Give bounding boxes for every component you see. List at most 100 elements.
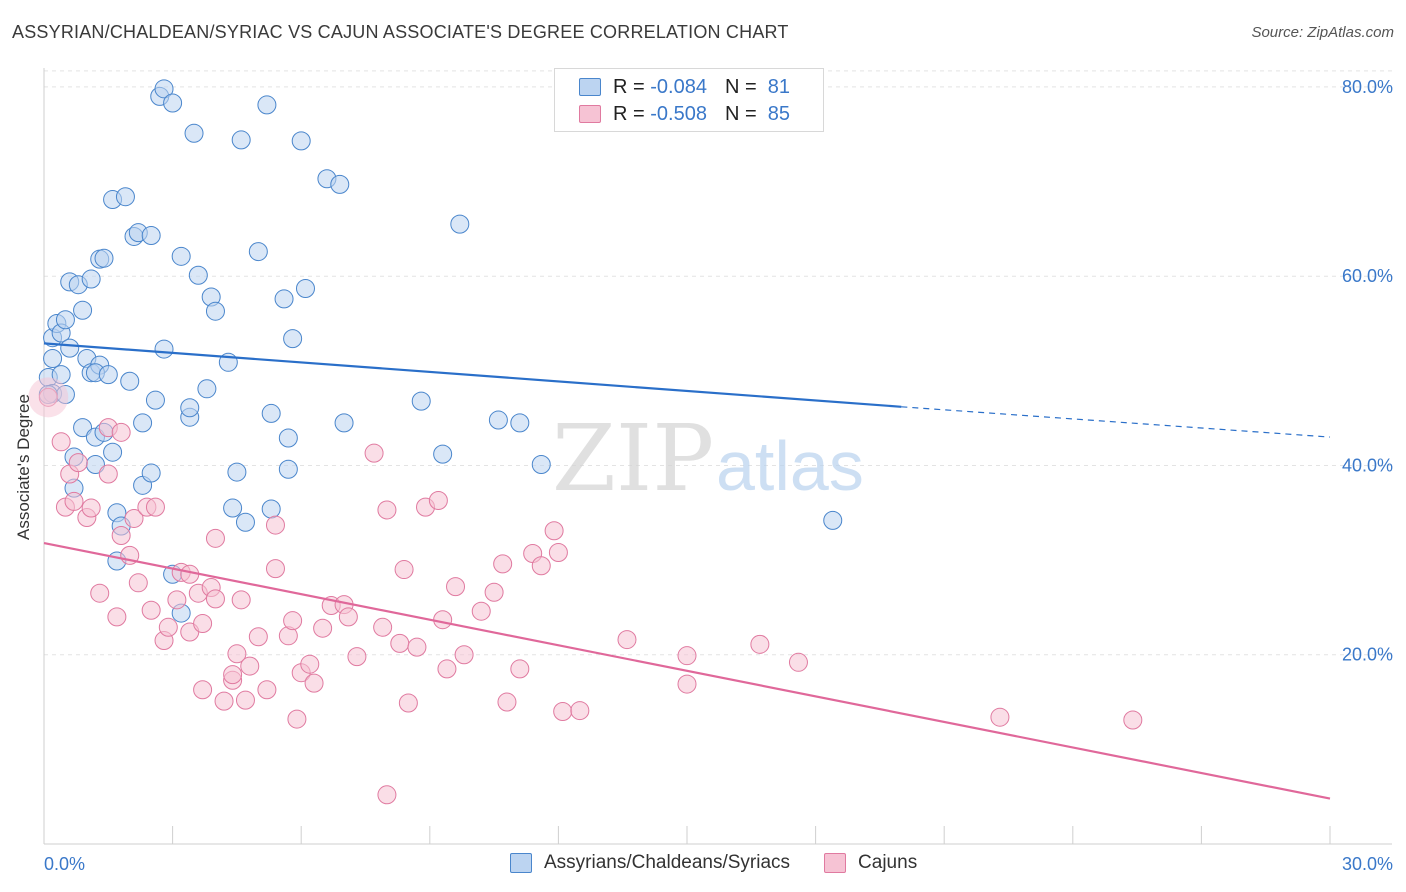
point-cajun xyxy=(510,659,530,679)
legend-r-label: R = xyxy=(613,102,645,125)
point-cajun xyxy=(51,432,71,452)
bottom-legend-label-1: Assyrians/Chaldeans/Syriacs xyxy=(544,852,791,873)
point-cajun xyxy=(677,646,697,666)
point-cajun xyxy=(158,617,178,637)
point-assyrian xyxy=(188,265,208,285)
point-cajun xyxy=(484,582,504,602)
trend-line-cajun xyxy=(43,541,1331,800)
point-assyrian xyxy=(223,498,243,518)
point-assyrian xyxy=(823,510,843,530)
bottom-legend-item-1: Assyrians/Chaldeans/Syriacs xyxy=(510,852,790,874)
point-cajun xyxy=(68,453,88,473)
point-assyrian xyxy=(411,391,431,411)
point-assyrian xyxy=(94,248,114,268)
point-cajun xyxy=(304,673,324,693)
grid-lines xyxy=(44,70,1392,656)
point-cajun xyxy=(377,785,397,805)
point-cajun xyxy=(407,637,427,657)
legend-r-label: R = xyxy=(613,75,645,98)
point-cajun xyxy=(98,464,118,484)
point-cajun xyxy=(287,709,307,729)
point-assyrian xyxy=(120,371,140,391)
point-assyrian xyxy=(55,310,75,330)
point-assyrian xyxy=(257,95,277,115)
legend-swatch-pink xyxy=(579,105,601,123)
point-assyrian xyxy=(274,289,294,309)
point-cajun xyxy=(240,656,260,676)
point-cajun xyxy=(265,559,285,579)
point-cajun xyxy=(497,692,517,712)
point-assyrian xyxy=(205,301,225,321)
point-assyrian xyxy=(334,413,354,433)
point-cajun xyxy=(257,680,277,700)
point-cajun xyxy=(214,691,234,711)
point-cajun xyxy=(90,583,110,603)
point-cajun xyxy=(64,491,84,511)
point-assyrian xyxy=(73,418,93,438)
legend-r-value: -0.084 xyxy=(650,75,707,98)
point-assyrian xyxy=(261,499,281,519)
point-cajun xyxy=(788,652,808,672)
legend-r-value: -0.508 xyxy=(650,102,707,125)
point-assyrian xyxy=(43,349,63,369)
point-cajun xyxy=(437,659,457,679)
point-assyrian xyxy=(278,428,298,448)
point-cajun xyxy=(167,590,187,610)
point-assyrian xyxy=(278,459,298,479)
point-cajun xyxy=(313,618,333,638)
bottom-legend-item-2: Cajuns xyxy=(824,852,917,874)
point-cajun xyxy=(145,497,165,517)
point-assyrian xyxy=(154,79,174,99)
point-assyrian xyxy=(510,413,530,433)
point-cajun xyxy=(347,647,367,667)
point-assyrian xyxy=(248,242,268,262)
trend-lines xyxy=(43,342,1331,800)
point-assyrian xyxy=(81,269,101,289)
point-assyrian xyxy=(133,413,153,433)
point-cajun xyxy=(107,607,127,627)
point-assyrian xyxy=(291,131,311,151)
point-assyrian xyxy=(235,512,255,532)
point-assyrian xyxy=(283,329,303,349)
point-assyrian xyxy=(154,339,174,359)
point-assyrian xyxy=(180,398,200,418)
point-assyrian xyxy=(261,403,281,423)
point-cajun xyxy=(617,630,637,650)
point-cajun xyxy=(471,601,491,621)
point-assyrian xyxy=(73,300,93,320)
x-tick-label: 30.0% xyxy=(1342,854,1393,874)
legend-row-pink: R = -0.508 N = 85 xyxy=(579,102,790,126)
point-cajun xyxy=(111,525,131,545)
point-assyrian xyxy=(141,463,161,483)
bottom-legend-swatch-blue xyxy=(510,853,532,873)
point-cajun xyxy=(570,701,590,721)
point-cajun xyxy=(124,508,144,528)
point-cajun xyxy=(493,554,513,574)
watermark-zip: ZIP xyxy=(552,405,714,512)
point-assyrian xyxy=(450,214,470,234)
axes xyxy=(43,68,1392,845)
point-cajun xyxy=(364,443,384,463)
point-cajun xyxy=(111,422,131,442)
point-assyrian xyxy=(197,379,217,399)
point-cajun xyxy=(446,577,466,597)
legend-n-value: 81 xyxy=(767,75,791,98)
point-assyrian xyxy=(171,246,191,266)
point-cajun xyxy=(433,610,453,630)
trend-line-assyrian-extrapolated xyxy=(901,406,1331,438)
point-cajun xyxy=(193,680,213,700)
point-cajun xyxy=(990,707,1010,727)
point-assyrian xyxy=(330,174,350,194)
point-cajun xyxy=(377,500,397,520)
point-assyrian xyxy=(60,338,80,358)
y-axis-label: Associate's Degree xyxy=(14,394,33,540)
point-cajun xyxy=(141,600,161,620)
y-tick-label: 60.0% xyxy=(1342,266,1393,286)
point-cajun xyxy=(205,589,225,609)
point-assyrian xyxy=(295,278,315,298)
point-cajun xyxy=(531,556,551,576)
bottom-legend-label-2: Cajuns xyxy=(858,852,918,873)
watermark: ZIP atlas xyxy=(552,405,864,512)
chart-title: ASSYRIAN/CHALDEAN/SYRIAC VS CAJUN ASSOCI… xyxy=(12,22,789,42)
